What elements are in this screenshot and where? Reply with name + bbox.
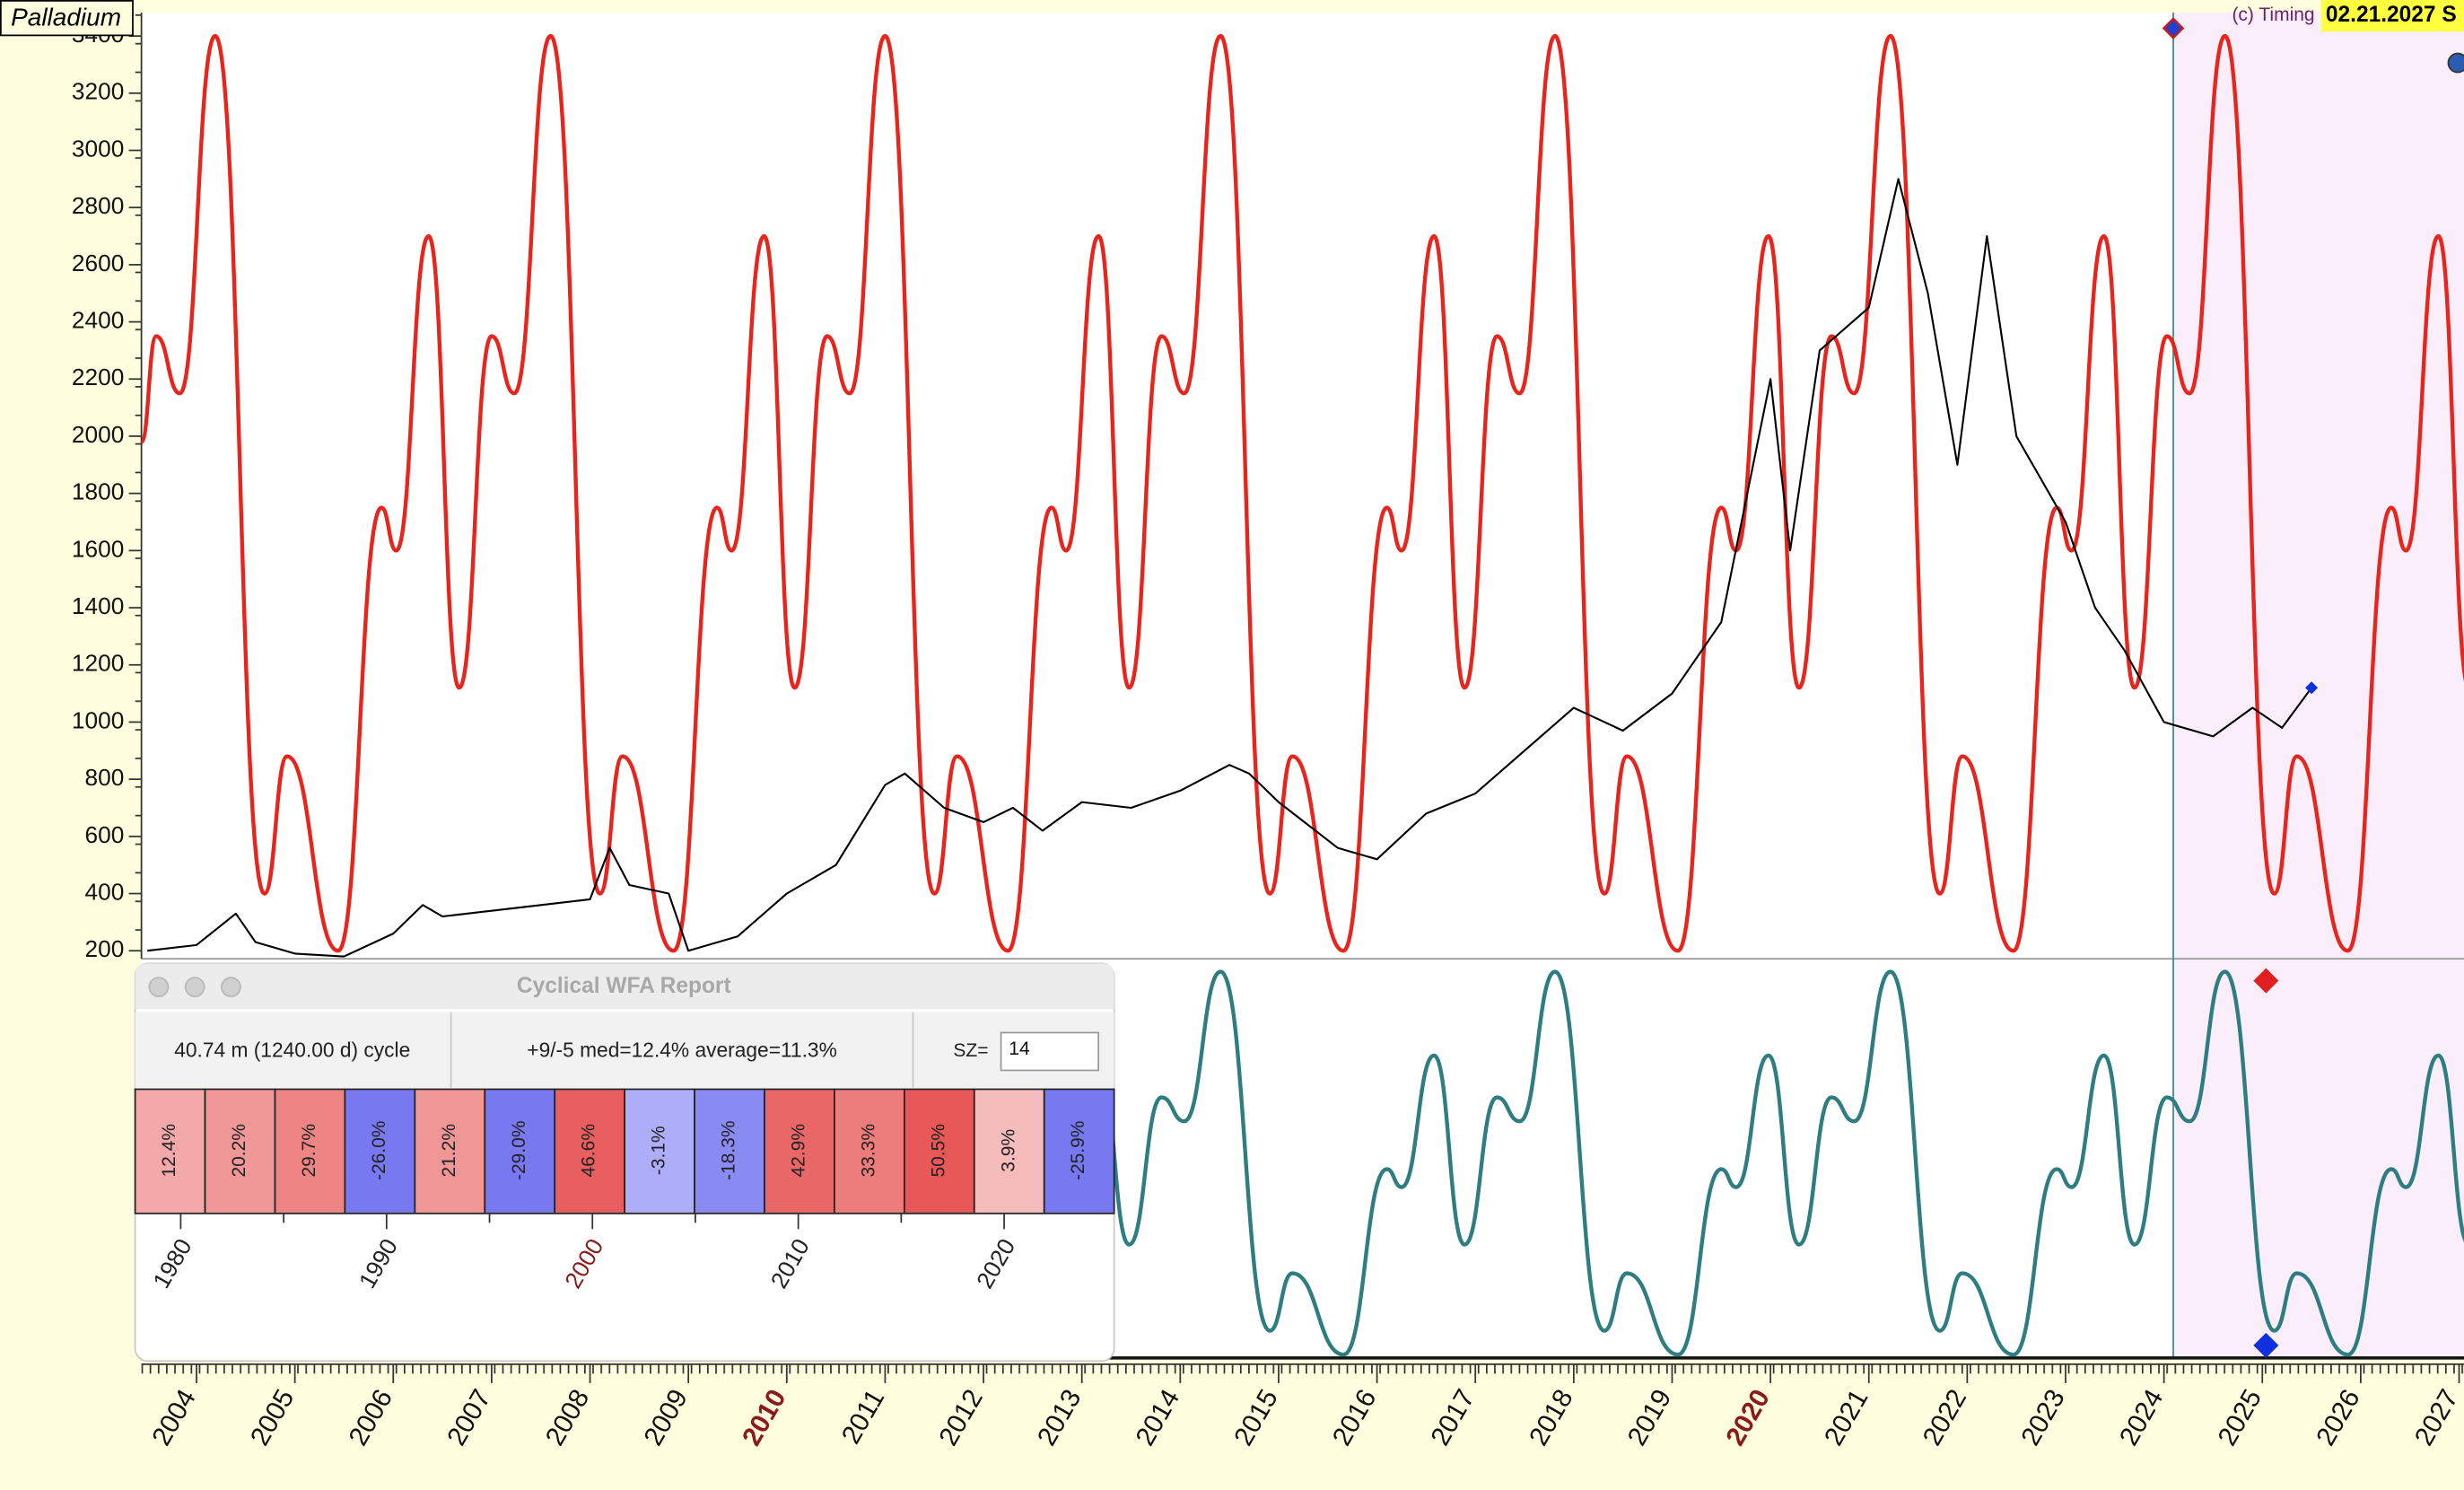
result-cell	[414, 1088, 486, 1214]
report-window[interactable]: Cyclical WFA Report 40.74 m (1240.00 d) …	[134, 962, 1115, 1363]
y-tick-label: 600	[85, 821, 125, 848]
title: Palladium	[11, 3, 121, 31]
result-cell	[204, 1088, 276, 1214]
y-tick-label: 1000	[72, 706, 124, 733]
sz-input[interactable]	[1000, 1031, 1100, 1072]
y-tick-label: 2400	[72, 307, 124, 334]
result-label: 29.7%	[299, 1124, 319, 1178]
y-tick-label: 1200	[72, 650, 124, 677]
y-tick-label: 1800	[72, 478, 124, 505]
y-tick-label: 3200	[72, 78, 124, 105]
title-box	[0, 0, 134, 37]
globe-icon[interactable]	[2447, 52, 2464, 74]
window-title: Cyclical WFA Report	[517, 974, 731, 998]
price-line	[147, 178, 2312, 958]
date: 02.21.2027 S	[2326, 3, 2457, 27]
result-label: 50.5%	[928, 1124, 948, 1178]
minimize-button[interactable]	[184, 977, 205, 998]
y-tick-label: 1400	[72, 592, 124, 619]
title-bar	[135, 963, 1114, 1010]
result-label: -25.9%	[1068, 1121, 1088, 1181]
last-price-marker	[2305, 681, 2319, 695]
result-label: -26.0%	[369, 1121, 389, 1181]
y-tick-label: 3000	[72, 135, 124, 162]
stats-info: +9/-5 med=12.4% average=11.3%	[527, 1038, 837, 1061]
result-cell	[764, 1088, 835, 1214]
result-label: 33.3%	[858, 1124, 878, 1178]
y-tick-label: 2800	[72, 192, 124, 219]
forecast-region	[2173, 13, 2464, 1358]
credit: (c) Timing	[2232, 4, 2314, 25]
y-tick-label: 2200	[72, 364, 124, 390]
result-label: 21.2%	[439, 1124, 459, 1178]
x-minor-ticks	[141, 1363, 2464, 1374]
result-cell	[554, 1088, 626, 1214]
close-button[interactable]	[148, 977, 170, 998]
result-label: 42.9%	[789, 1124, 809, 1178]
result-label: 3.9%	[998, 1129, 1018, 1172]
y-tick-label: 400	[85, 878, 125, 905]
timing-marker	[2162, 17, 2185, 39]
top-signal	[2253, 968, 2279, 994]
result-label: -3.1%	[649, 1126, 669, 1175]
result-label: 46.6%	[579, 1124, 599, 1178]
result-label: -29.0%	[509, 1121, 529, 1181]
y-tick-label: 200	[85, 935, 125, 962]
result-cell	[274, 1088, 346, 1214]
header: Palladium (c) Timing 02.21.2027 S	[0, 0, 2464, 37]
y-tick-label: 1600	[72, 535, 124, 562]
y-tick-label: 2600	[72, 250, 124, 276]
result-cell	[624, 1088, 695, 1214]
result-label: 12.4%	[159, 1124, 179, 1178]
result-cell	[134, 1088, 206, 1214]
info-row	[135, 1012, 1114, 1088]
zoom-button[interactable]	[221, 977, 241, 998]
result-label: 20.2%	[229, 1124, 249, 1178]
result-cell	[973, 1088, 1045, 1214]
y-minor-ticks	[135, 13, 142, 956]
sz-label: SZ=	[953, 1040, 988, 1061]
result-cell	[694, 1088, 765, 1214]
y-tick-label: 2000	[72, 421, 124, 448]
sz-value[interactable]: 14	[1009, 1039, 1030, 1059]
cycle-curve	[141, 33, 2464, 953]
cells: 12.4% 20.2% 29.7% -26.0% 21.2% -29.0% 46.6% -3.…	[134, 1088, 1115, 1293]
result-cell	[484, 1088, 556, 1214]
date-box	[2320, 0, 2464, 32]
y-tick-label: 800	[85, 764, 125, 791]
result-label: -18.3%	[719, 1121, 739, 1181]
cycle-info: 40.74 m (1240.00 d) cycle	[174, 1038, 410, 1061]
result-cell	[344, 1088, 416, 1214]
